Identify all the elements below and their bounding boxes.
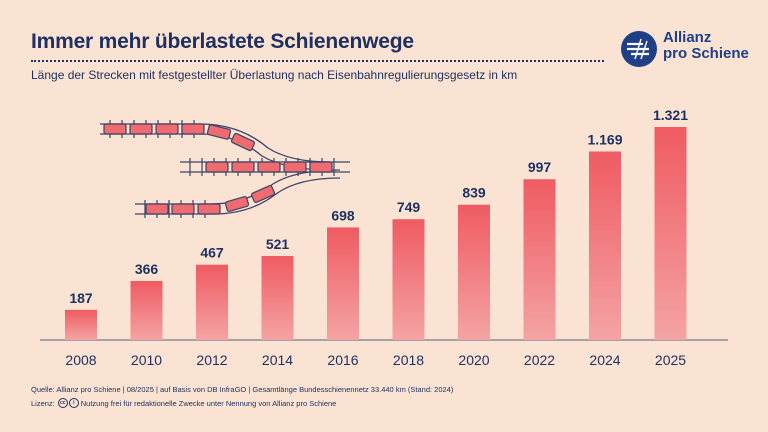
railway-tracks-illustration: [100, 120, 350, 218]
allianz-pro-schiene-logo-icon: [621, 31, 657, 67]
data-label-2022: 997: [528, 159, 552, 175]
source-note: Quelle: Allianz pro Schiene | 08/2025 | …: [31, 385, 454, 394]
logo-wordmark: Allianz pro Schiene: [663, 30, 749, 62]
x-tick-2018: 2018: [393, 352, 424, 368]
data-label-2024: 1.169: [587, 132, 622, 148]
x-tick-2020: 2020: [458, 352, 489, 368]
logo-line-2: pro Schiene: [663, 45, 749, 62]
chart-subtitle: Länge der Strecken mit festgestellter Üb…: [31, 68, 518, 82]
x-tick-2024: 2024: [589, 352, 620, 368]
data-label-2014: 521: [266, 236, 290, 252]
bar-2024: [589, 151, 621, 340]
x-tick-2014: 2014: [262, 352, 293, 368]
bar-2016: [327, 227, 359, 340]
data-label-2016: 698: [331, 207, 355, 223]
x-tick-2008: 2008: [65, 352, 96, 368]
data-label-2025: 1.321: [653, 107, 688, 123]
license-text: Nutzung frei für redaktionelle Zwecke un…: [80, 398, 337, 408]
data-label-2020: 839: [462, 185, 486, 201]
bar-2008: [65, 309, 97, 340]
bar-2012: [196, 264, 228, 340]
data-label-2018: 749: [397, 199, 421, 215]
bar-2014: [261, 255, 294, 340]
x-tick-2012: 2012: [196, 352, 227, 368]
x-tick-2022: 2022: [524, 352, 555, 368]
title-divider: [31, 60, 604, 62]
x-tick-2016: 2016: [327, 352, 358, 368]
x-tick-2010: 2010: [131, 352, 162, 368]
bar-2010: [130, 280, 163, 340]
x-tick-2025: 2025: [655, 352, 686, 368]
bar-2020: [458, 204, 490, 340]
data-label-2010: 366: [135, 261, 159, 277]
by-icon: i: [68, 398, 79, 408]
bar-2022: [523, 179, 556, 340]
license-note: Lizenz: cc i Nutzung frei für redaktione…: [31, 398, 336, 408]
data-label-2008: 187: [69, 290, 93, 306]
data-label-2012: 467: [200, 245, 224, 261]
bar-2025: [654, 127, 687, 340]
bar-2018: [392, 219, 425, 340]
license-label: Lizenz:: [31, 398, 55, 408]
cc-icon: cc: [57, 398, 68, 408]
logo-line-1: Allianz: [663, 29, 712, 46]
chart-title: Immer mehr überlastete Schienenwege: [31, 30, 414, 53]
